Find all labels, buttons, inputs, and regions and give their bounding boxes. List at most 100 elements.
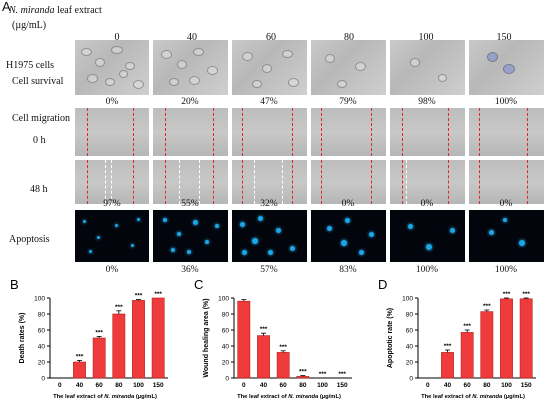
significance-marker: *** xyxy=(154,291,162,298)
bar-chart-apoptotic-rate: D 0 20 40 60 80 100 Apoptotic rate (%) 0 *** 40 ***… xyxy=(378,277,536,400)
x-axis-label-prefix: The leaf extract of xyxy=(237,394,288,400)
y-tick-label: 60 xyxy=(406,328,414,335)
bar xyxy=(276,352,290,379)
fluorescence-image-60 xyxy=(232,210,307,262)
y-tick-label: 20 xyxy=(406,360,414,367)
wound-image-48h-80 xyxy=(311,160,386,204)
header-rest: leaf extract xyxy=(54,5,102,16)
apoptotic-percent: 83% xyxy=(339,265,357,275)
x-axis-label-prefix: The leaf extract of xyxy=(53,394,104,400)
bar xyxy=(112,313,126,379)
x-tick-label: 0 xyxy=(426,382,430,389)
significance-marker: *** xyxy=(260,326,268,333)
x-tick-label: 60 xyxy=(96,382,104,389)
row-label-0h: 0 h xyxy=(33,135,46,146)
bar xyxy=(73,361,86,379)
bar xyxy=(92,337,106,379)
concentration-label: 80 xyxy=(344,32,354,43)
x-axis-label-unit: (µg/mL) xyxy=(134,394,157,400)
apoptotic-percent: 100% xyxy=(415,265,439,275)
bar-chart-death-rates: B 0 20 40 60 80 100 Death rates (%) 0 *** 40 *** 60 *… xyxy=(10,277,168,400)
death-percent: 20% xyxy=(181,97,199,107)
significance-marker: *** xyxy=(483,303,491,310)
y-tick-label: 100 xyxy=(218,296,229,303)
bar xyxy=(441,352,454,379)
y-tick-label: 80 xyxy=(222,312,230,319)
x-axis-label: The leaf extract of N. miranda (µg/mL) xyxy=(237,394,341,400)
x-tick-label: 100 xyxy=(501,382,512,389)
x-axis-label-unit: (µg/mL) xyxy=(502,394,525,400)
bar xyxy=(500,298,513,379)
wound-image-48h-150 xyxy=(469,160,544,204)
y-tick-label: 80 xyxy=(38,312,46,319)
bar xyxy=(237,300,251,379)
x-tick-label: 100 xyxy=(317,382,328,389)
y-tick-label: 0 xyxy=(225,376,229,383)
x-axis-label-species: N. miranda xyxy=(472,394,503,400)
concentration-label: 0 xyxy=(114,32,120,43)
micrograph-survival-60 xyxy=(232,40,307,95)
wound-percent: 0% xyxy=(341,199,355,209)
apoptotic-percent: 36% xyxy=(181,265,199,275)
significance-marker: *** xyxy=(115,304,123,311)
y-tick-label: 100 xyxy=(402,296,413,303)
bar xyxy=(257,335,270,379)
y-tick-label: 40 xyxy=(406,344,414,351)
bar-chart-wound-healing: C 0 20 40 60 80 100 Wound healing area (%) 0 *** 4… xyxy=(194,277,352,400)
x-tick-label: 80 xyxy=(483,382,491,389)
row-label-48h: 48 h xyxy=(30,184,48,195)
x-tick-label: 150 xyxy=(521,382,532,389)
concentration-label: 60 xyxy=(266,32,276,43)
row-label-migration: Cell migration xyxy=(12,113,71,124)
apoptotic-percent: 0% xyxy=(105,265,119,275)
concentration-label: 40 xyxy=(187,32,197,43)
x-tick-label: 80 xyxy=(115,382,123,389)
apoptotic-percent: 57% xyxy=(260,265,278,275)
y-axis-label: Apoptotic rate (%) xyxy=(387,308,394,368)
x-axis-label: The leaf extract of N. miranda (µg/mL) xyxy=(421,394,525,400)
wound-image-0h-40 xyxy=(153,108,228,156)
row-label-apoptosis: Apoptosis xyxy=(9,234,50,245)
significance-marker: *** xyxy=(76,353,84,360)
wound-percent: 55% xyxy=(181,199,199,209)
y-tick-label: 60 xyxy=(38,328,46,335)
significance-marker: *** xyxy=(135,293,143,300)
y-tick-label: 20 xyxy=(222,360,230,367)
significance-marker: *** xyxy=(444,343,452,350)
significance-marker: *** xyxy=(319,371,327,378)
micrograph-survival-80 xyxy=(311,40,386,95)
death-percent: 0% xyxy=(105,97,119,107)
x-axis-label-species: N. miranda xyxy=(104,394,135,400)
y-tick-label: 40 xyxy=(38,344,46,351)
death-percent: 47% xyxy=(260,97,278,107)
concentration-label: 150 xyxy=(496,32,512,43)
fluorescence-image-150 xyxy=(469,210,544,262)
death-percent: 100% xyxy=(494,97,518,107)
x-tick-label: 0 xyxy=(242,382,246,389)
row-label-cell-line: H1975 cells xyxy=(6,60,55,71)
bar xyxy=(460,332,474,379)
wound-image-0h-0 xyxy=(75,108,149,156)
x-tick-label: 40 xyxy=(260,382,268,389)
x-axis-label: The leaf extract of N. miranda (µg/mL) xyxy=(53,394,157,400)
micrograph-survival-40 xyxy=(153,40,228,95)
bar xyxy=(296,376,310,379)
header-unit: (µg/mL) xyxy=(12,20,47,31)
fluorescence-image-40 xyxy=(153,210,228,262)
x-tick-label: 0 xyxy=(58,382,62,389)
y-tick-label: 100 xyxy=(34,296,45,303)
x-tick-label: 150 xyxy=(153,382,164,389)
header-species: N. miranda xyxy=(9,5,55,16)
micrograph-survival-0 xyxy=(75,40,149,95)
y-tick-label: 0 xyxy=(409,376,413,383)
bar xyxy=(480,311,494,379)
bar xyxy=(519,298,533,379)
x-tick-label: 100 xyxy=(133,382,144,389)
panel-letter: B xyxy=(10,277,19,292)
death-percent: 79% xyxy=(339,97,357,107)
y-tick-label: 60 xyxy=(222,328,230,335)
wound-image-48h-40 xyxy=(153,160,228,204)
wound-image-0h-100 xyxy=(390,108,465,156)
x-tick-label: 60 xyxy=(464,382,472,389)
concentration-label: 100 xyxy=(418,32,434,43)
